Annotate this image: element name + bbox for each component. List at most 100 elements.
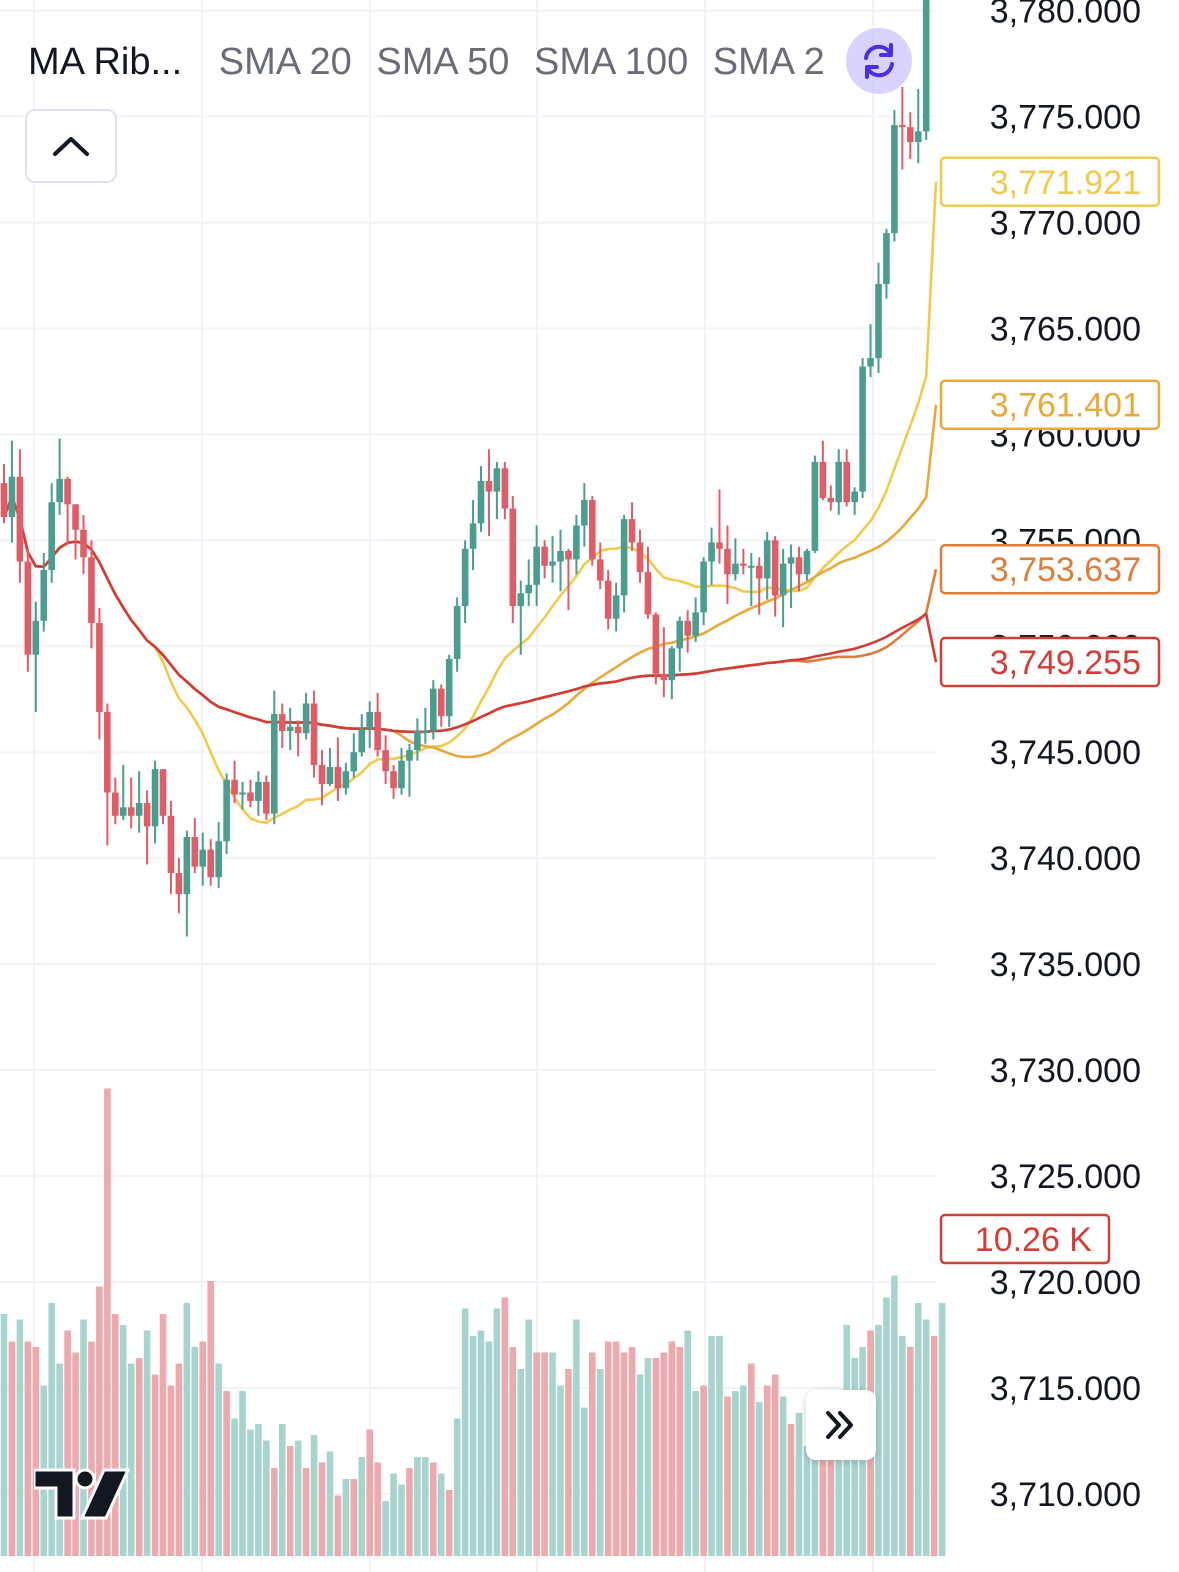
volume-bar xyxy=(517,1369,525,1556)
volume-bar xyxy=(406,1468,413,1556)
volume-bar xyxy=(803,1446,811,1556)
price-badges: 3,771.921 3,761.401 3,753.637 3,749.255 10.2… xyxy=(939,156,1161,1265)
candle-body xyxy=(223,779,230,842)
candle-body xyxy=(32,620,40,655)
candle-body xyxy=(676,620,684,649)
candle-body xyxy=(541,546,548,566)
candle-body xyxy=(891,125,898,234)
volume-bar xyxy=(636,1374,644,1556)
y-tick-label: 3,720.000 xyxy=(990,1264,1141,1302)
candle-body xyxy=(771,540,779,596)
candle-body xyxy=(461,548,469,607)
candle-body xyxy=(779,563,787,596)
volume-bar xyxy=(247,1429,254,1556)
volume-bar xyxy=(64,1330,71,1556)
y-tick-label: 3,780.000 xyxy=(990,0,1141,31)
candle-body xyxy=(644,572,652,615)
tradingview-logo xyxy=(34,1468,130,1520)
volume-bar xyxy=(604,1341,612,1556)
volume-bar xyxy=(24,1341,32,1556)
volume-bar xyxy=(422,1457,429,1556)
volume-bar xyxy=(692,1391,699,1556)
volume-bar xyxy=(811,1451,819,1556)
candle-body xyxy=(127,807,135,816)
volume-bar xyxy=(827,1402,835,1556)
price-badge-200-box xyxy=(939,636,1161,688)
volume-bar xyxy=(938,1303,946,1556)
volume-bar xyxy=(159,1314,167,1556)
legend-title[interactable]: MA Rib... xyxy=(28,41,183,83)
volume-bar xyxy=(907,1347,914,1556)
volume-bar xyxy=(255,1424,262,1556)
candle-body xyxy=(0,483,8,518)
candle-body xyxy=(700,561,707,613)
y-tick-label: 3,715.000 xyxy=(990,1370,1141,1408)
candle-body xyxy=(899,125,906,128)
candle-body xyxy=(819,461,827,498)
volume-bar xyxy=(485,1341,493,1556)
candle-body xyxy=(501,468,509,509)
candlesticks xyxy=(0,0,930,937)
scroll-to-realtime-button[interactable] xyxy=(806,1390,876,1460)
candle-body xyxy=(851,491,858,503)
volume-bar xyxy=(127,1363,135,1556)
candle-body xyxy=(247,792,254,801)
candle-body xyxy=(167,815,175,873)
candle-body xyxy=(374,711,381,751)
volume-bar xyxy=(32,1347,40,1556)
price-axis[interactable]: 3,780.000 3,775.000 3,770.000 3,765.000 3,76… xyxy=(990,0,1141,1514)
candle-body xyxy=(907,127,914,142)
candle-body xyxy=(326,767,334,784)
volume-bar xyxy=(652,1358,660,1556)
collapse-legend-button[interactable] xyxy=(25,109,117,183)
candle-body xyxy=(414,731,421,751)
volume-bar xyxy=(302,1468,310,1556)
sync-button[interactable] xyxy=(846,28,912,94)
volume-bar xyxy=(875,1325,882,1556)
candle-body xyxy=(199,849,207,867)
volume-bar xyxy=(223,1391,230,1556)
volume-bar xyxy=(350,1479,358,1556)
volume-bar xyxy=(96,1286,103,1556)
volume-bar xyxy=(56,1363,63,1556)
candle-body xyxy=(263,781,270,814)
volume-bar xyxy=(573,1319,580,1556)
candle-body xyxy=(748,565,755,568)
volume-bar xyxy=(286,1446,294,1556)
volume-bar xyxy=(525,1319,532,1556)
candle-body xyxy=(708,542,715,562)
candle-body xyxy=(517,593,525,607)
candle-body xyxy=(215,841,222,878)
volume-bar xyxy=(628,1347,636,1556)
candle-body xyxy=(271,714,278,814)
candle-body xyxy=(589,500,596,560)
volume-bar xyxy=(755,1402,763,1556)
price-badge-50: 3,761.401 xyxy=(990,387,1141,425)
volume-bar xyxy=(119,1325,127,1556)
volume-bar xyxy=(430,1462,437,1556)
candle-body xyxy=(64,478,71,505)
volume-bar xyxy=(88,1341,95,1556)
candle-body xyxy=(334,767,342,789)
volume-bar xyxy=(278,1424,286,1556)
y-tick-label: 3,745.000 xyxy=(990,734,1141,772)
volume-bar xyxy=(207,1281,214,1556)
indicator-legend[interactable]: MA Rib... SMA 20 SMA 50 SMA 100 SMA 2 xyxy=(28,38,838,86)
volume-bar xyxy=(318,1462,326,1556)
candle-body xyxy=(342,771,350,789)
candle-body xyxy=(509,508,517,607)
candle-body xyxy=(207,849,214,878)
volume-bar xyxy=(326,1451,334,1556)
legend-sma-100: SMA 100 xyxy=(534,41,689,83)
candle-body xyxy=(859,366,866,492)
candle-body xyxy=(430,688,437,732)
candle-body xyxy=(525,584,532,594)
volume-bar xyxy=(581,1407,588,1556)
volume-bar xyxy=(533,1352,540,1556)
volume-bar xyxy=(612,1341,620,1556)
candle-body xyxy=(477,480,485,524)
volume-bar xyxy=(501,1297,509,1556)
candle-body xyxy=(318,764,326,784)
candle-body xyxy=(24,561,32,655)
